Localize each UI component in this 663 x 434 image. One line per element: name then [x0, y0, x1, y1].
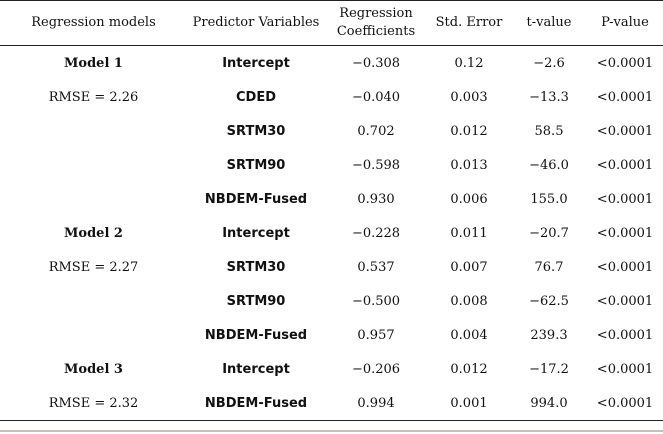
bottom-divider	[0, 430, 663, 432]
predictor-cell: NBDEM-Fused	[204, 327, 308, 343]
model-cell: Model 2	[64, 225, 123, 241]
predictor-cell: CDED	[235, 89, 276, 105]
model-cell: Model 1	[64, 55, 123, 71]
header-regression-coefficients: Regression Coefficients	[325, 0, 427, 46]
table-row: SRTM90 −0.598 0.013 −46.0 <0.0001	[0, 148, 663, 182]
coefficient-cell: 0.930	[357, 191, 395, 207]
table-row: RMSE = 2.27 SRTM30 0.537 0.007 76.7 <0.0…	[0, 250, 663, 284]
p-value-cell: <0.0001	[596, 157, 654, 173]
model-cell: RMSE = 2.26	[48, 89, 139, 105]
coefficient-cell: −0.500	[351, 293, 401, 309]
model-cell: Model 3	[64, 361, 123, 377]
regression-table: Regression models Predictor Variables Re…	[0, 0, 663, 421]
t-value-cell: −20.7	[529, 225, 569, 241]
t-value-cell: 994.0	[511, 386, 587, 421]
model-cell	[0, 318, 187, 352]
t-value-cell: 58.5	[534, 123, 564, 139]
header-regression-models: Regression models	[0, 0, 187, 46]
header-predictor-variables: Predictor Variables	[187, 0, 325, 46]
std-error-cell: 0.012	[450, 361, 488, 377]
model-cell: RMSE = 2.32	[0, 386, 187, 421]
p-value-cell: <0.0001	[596, 361, 654, 377]
coefficient-cell: −0.206	[351, 361, 401, 377]
t-value-cell: −46.0	[529, 157, 569, 173]
t-value-cell: 155.0	[530, 191, 568, 207]
std-error-cell: 0.003	[450, 89, 488, 105]
std-error-cell: 0.013	[450, 157, 488, 173]
predictor-cell: NBDEM-Fused	[204, 191, 308, 207]
model-cell	[0, 114, 187, 148]
std-error-cell: 0.007	[450, 259, 488, 275]
coefficient-cell: 0.702	[357, 123, 395, 139]
t-value-cell: −2.6	[533, 55, 565, 71]
t-value-cell: −17.2	[529, 361, 569, 377]
t-value-cell: 76.7	[534, 259, 564, 275]
p-value-cell: <0.0001	[596, 191, 654, 207]
header-t-value: t-value	[511, 0, 587, 46]
coefficient-cell: 0.994	[325, 386, 427, 421]
table-row: Model 2 Intercept −0.228 0.011 −20.7 <0.…	[0, 216, 663, 250]
model-cell: RMSE = 2.27	[48, 259, 139, 275]
table-row: RMSE = 2.26 CDED −0.040 0.003 −13.3 <0.0…	[0, 80, 663, 114]
header-std-error: Std. Error	[427, 0, 511, 46]
std-error-cell: 0.001	[427, 386, 511, 421]
std-error-cell: 0.12	[454, 55, 484, 71]
table-body: Model 1 Intercept −0.308 0.12 −2.6 <0.00…	[0, 46, 663, 421]
p-value-cell: <0.0001	[596, 123, 654, 139]
std-error-cell: 0.004	[450, 327, 488, 343]
t-value-cell: −13.3	[529, 89, 569, 105]
model-cell	[0, 148, 187, 182]
predictor-cell: Intercept	[222, 55, 290, 71]
p-value-cell: <0.0001	[596, 55, 654, 71]
coefficient-cell: −0.598	[351, 157, 401, 173]
table-row: NBDEM-Fused 0.930 0.006 155.0 <0.0001	[0, 182, 663, 216]
predictor-cell: SRTM90	[226, 157, 286, 173]
predictor-cell: SRTM30	[226, 259, 286, 275]
table-row: SRTM90 −0.500 0.008 −62.5 <0.0001	[0, 284, 663, 318]
p-value-cell: <0.0001	[596, 293, 654, 309]
coefficient-cell: −0.308	[351, 55, 401, 71]
coefficient-cell: −0.040	[351, 89, 401, 105]
t-value-cell: −62.5	[529, 293, 569, 309]
predictor-cell: Intercept	[222, 361, 290, 377]
table-row: Model 1 Intercept −0.308 0.12 −2.6 <0.00…	[0, 46, 663, 81]
predictor-cell: NBDEM-Fused	[187, 386, 325, 421]
std-error-cell: 0.012	[450, 123, 488, 139]
model-cell	[0, 182, 187, 216]
t-value-cell: 239.3	[530, 327, 568, 343]
table-row: SRTM30 0.702 0.012 58.5 <0.0001	[0, 114, 663, 148]
std-error-cell: 0.011	[450, 225, 488, 241]
coefficient-cell: 0.537	[357, 259, 395, 275]
p-value-cell: <0.0001	[596, 89, 654, 105]
std-error-cell: 0.008	[450, 293, 488, 309]
p-value-cell: <0.0001	[587, 386, 663, 421]
model-cell	[0, 284, 187, 318]
table-row: NBDEM-Fused 0.957 0.004 239.3 <0.0001	[0, 318, 663, 352]
p-value-cell: <0.0001	[596, 225, 654, 241]
p-value-cell: <0.0001	[596, 259, 654, 275]
coefficient-cell: −0.228	[351, 225, 401, 241]
p-value-cell: <0.0001	[596, 327, 654, 343]
std-error-cell: 0.006	[450, 191, 488, 207]
table-row: Model 3 Intercept −0.206 0.012 −17.2 <0.…	[0, 352, 663, 386]
table-header: Regression models Predictor Variables Re…	[0, 0, 663, 46]
predictor-cell: SRTM30	[226, 123, 286, 139]
predictor-cell: SRTM90	[226, 293, 286, 309]
header-row: Regression models Predictor Variables Re…	[0, 0, 663, 46]
table-row: RMSE = 2.32 NBDEM-Fused 0.994 0.001 994.…	[0, 386, 663, 421]
header-p-value: P-value	[587, 0, 663, 46]
coefficient-cell: 0.957	[357, 327, 395, 343]
predictor-cell: Intercept	[222, 225, 290, 241]
